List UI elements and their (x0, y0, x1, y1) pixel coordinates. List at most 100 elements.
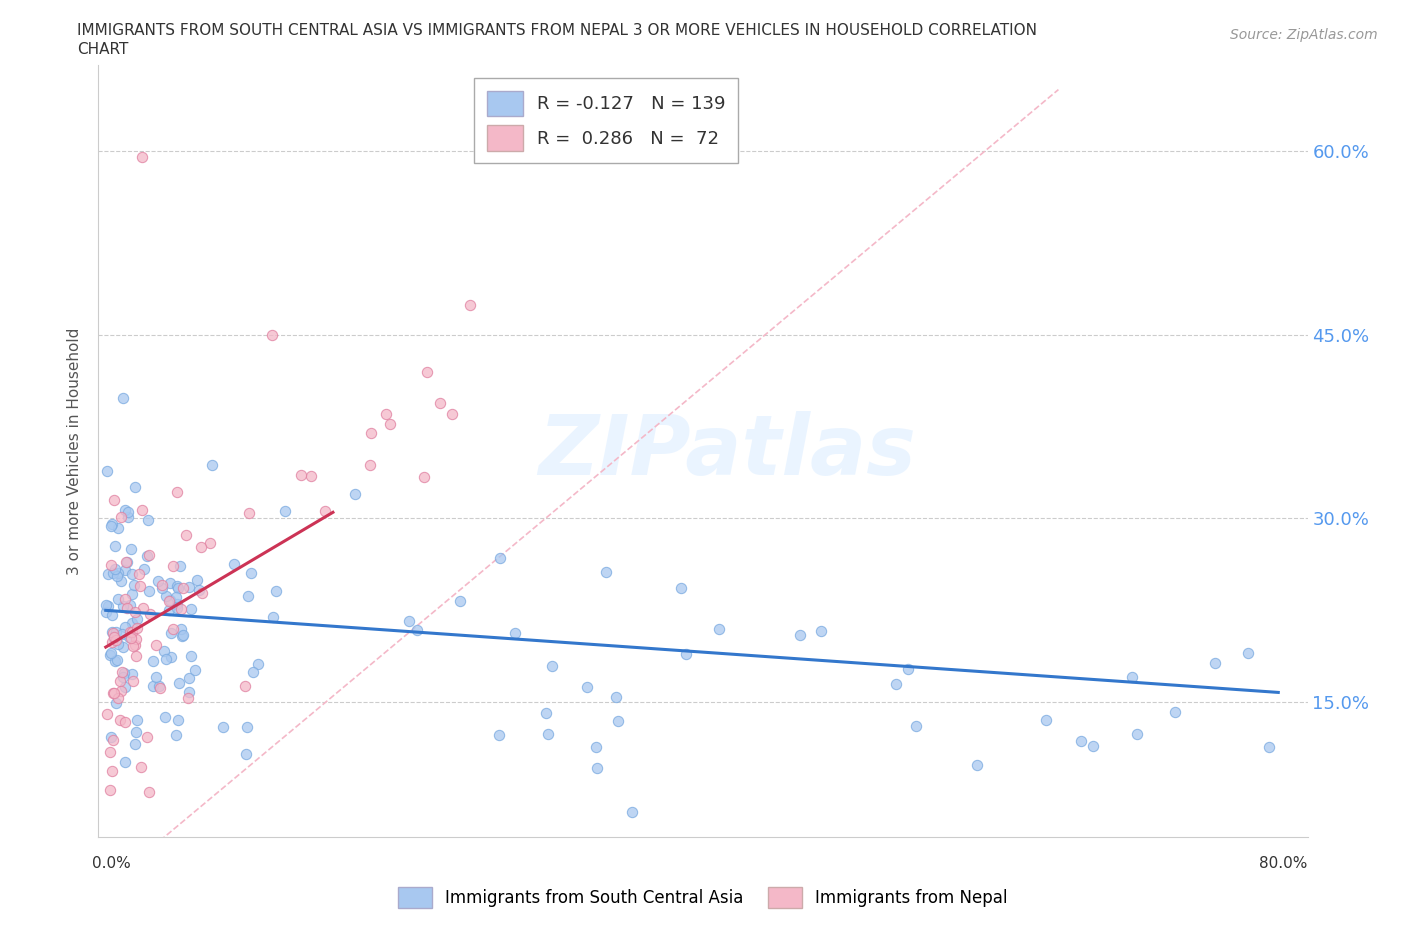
Point (166, 485, 188, 499)
Point (458, 298, 481, 312)
Point (104, 696, 127, 711)
Point (94, 605, 117, 620)
Point (212, 720, 235, 735)
Point (1204, 656, 1226, 671)
Point (165, 727, 187, 742)
Point (1236, 645, 1258, 660)
Point (176, 690, 198, 705)
Point (98, 744, 121, 759)
Point (884, 676, 907, 691)
Point (180, 648, 202, 663)
Point (233, 678, 256, 693)
Point (359, 458, 381, 472)
Point (167, 580, 190, 595)
Point (107, 636, 129, 651)
Point (131, 150, 153, 165)
Point (167, 712, 190, 727)
Point (172, 629, 194, 644)
Text: CHART: CHART (77, 42, 129, 57)
Point (488, 728, 510, 743)
Point (222, 557, 245, 572)
Point (107, 521, 129, 536)
Point (440, 407, 463, 422)
Point (136, 730, 159, 745)
Point (503, 626, 526, 641)
Point (671, 580, 693, 595)
Point (103, 493, 125, 508)
Point (172, 581, 194, 596)
Point (114, 563, 136, 578)
Point (1258, 740, 1281, 755)
Point (127, 620, 149, 635)
Point (146, 574, 169, 589)
Point (115, 601, 138, 616)
Point (110, 684, 132, 698)
Point (101, 607, 124, 622)
Point (1164, 705, 1187, 720)
Point (124, 480, 146, 495)
Point (236, 720, 259, 735)
Point (124, 637, 146, 652)
Point (260, 328, 283, 343)
Point (118, 625, 141, 640)
Point (159, 576, 181, 591)
Point (121, 625, 143, 640)
Point (135, 549, 157, 564)
Point (121, 566, 143, 581)
Point (153, 644, 176, 658)
Point (110, 574, 132, 589)
Point (104, 653, 127, 668)
Point (184, 662, 207, 677)
Point (107, 690, 129, 705)
Point (242, 665, 264, 680)
Point (111, 670, 134, 684)
Point (141, 653, 163, 668)
Point (138, 785, 160, 800)
Point (238, 506, 260, 521)
Point (162, 559, 184, 574)
Point (128, 566, 150, 581)
Point (121, 587, 143, 602)
Legend: R = -0.127   N = 139, R =  0.286   N =  72: R = -0.127 N = 139, R = 0.286 N = 72 (474, 78, 738, 164)
Point (406, 623, 429, 638)
Point (360, 426, 382, 441)
Point (160, 625, 183, 640)
Text: IMMIGRANTS FROM SOUTH CENTRAL ASIA VS IMMIGRANTS FROM NEPAL 3 OR MORE VEHICLES I: IMMIGRANTS FROM SOUTH CENTRAL ASIA VS IM… (77, 23, 1038, 38)
Point (131, 760, 153, 775)
Point (1081, 738, 1104, 753)
Point (145, 638, 167, 653)
Point (537, 726, 560, 741)
Point (150, 581, 173, 596)
Point (344, 486, 367, 501)
Point (262, 609, 284, 624)
Point (429, 395, 451, 410)
Point (246, 658, 269, 672)
Point (1070, 734, 1092, 749)
Point (540, 658, 562, 673)
Point (155, 651, 177, 666)
Point (117, 504, 139, 519)
Y-axis label: 3 or more Vehicles in Household: 3 or more Vehicles in Household (67, 327, 83, 575)
Point (100, 518, 122, 533)
Point (966, 757, 988, 772)
Point (98, 782, 121, 797)
Point (103, 565, 125, 580)
Point (375, 406, 398, 421)
Point (108, 673, 131, 688)
Point (172, 628, 194, 643)
Point (124, 724, 146, 739)
Point (101, 626, 124, 641)
Point (586, 760, 609, 775)
Point (111, 665, 134, 680)
Point (100, 729, 122, 744)
Point (114, 503, 136, 518)
Point (165, 590, 187, 604)
Point (97, 566, 120, 581)
Text: 80.0%: 80.0% (1260, 857, 1308, 871)
Point (117, 554, 139, 569)
Point (191, 586, 214, 601)
Point (167, 675, 190, 690)
Point (170, 622, 193, 637)
Point (105, 653, 128, 668)
Point (114, 619, 136, 634)
